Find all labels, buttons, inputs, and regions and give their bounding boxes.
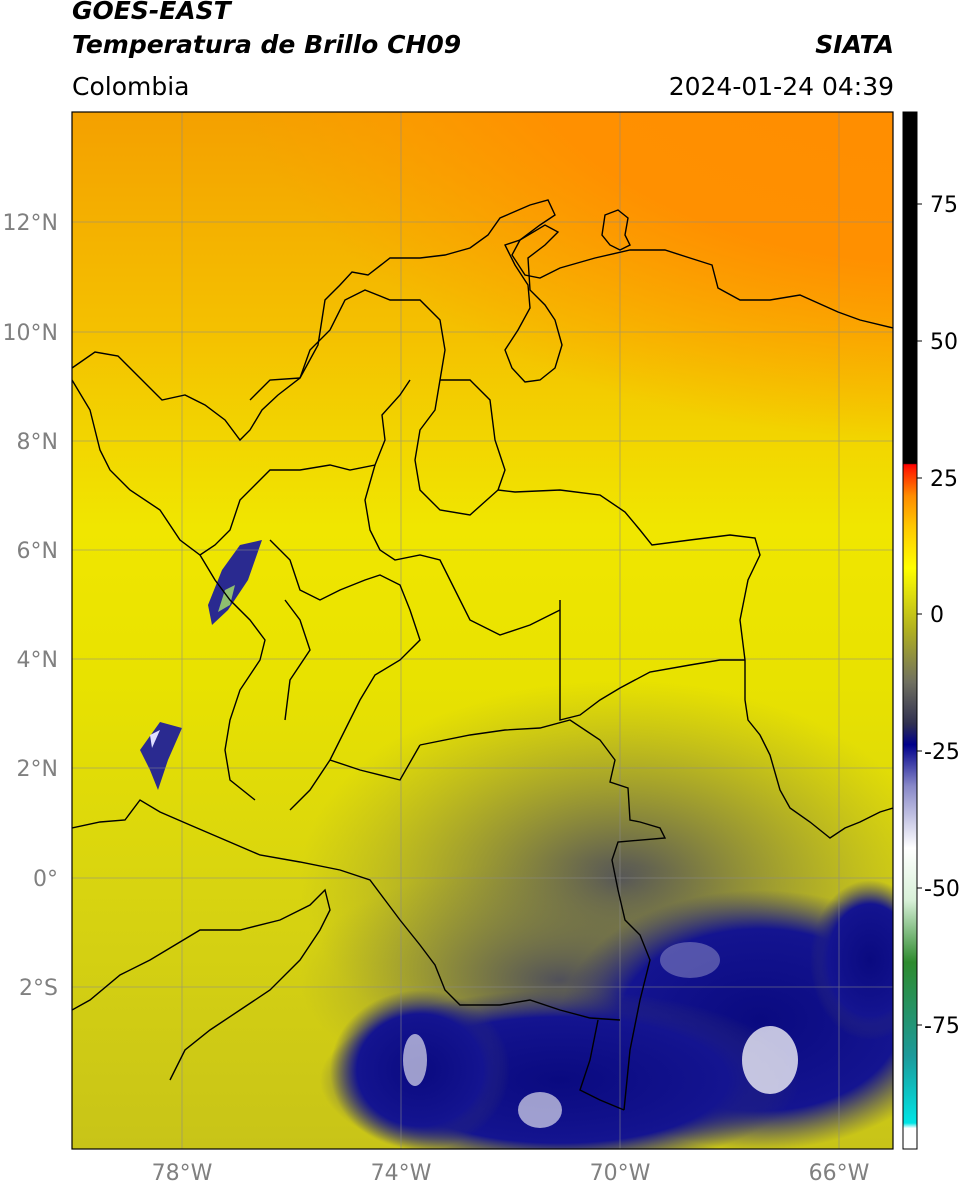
- lat-tick: 6°N: [17, 539, 58, 564]
- colorbar-tick: 25: [930, 467, 958, 492]
- colombia-brazil-border: [419, 719, 667, 1111]
- colombia-venezuela-border: [497, 489, 893, 839]
- map-frame: [71, 111, 894, 1150]
- panama-darien: [72, 379, 411, 556]
- lat-tick: 12°N: [3, 211, 58, 236]
- dept-border-8: [284, 599, 311, 721]
- dept-border-7: [249, 377, 301, 401]
- colorbar: 75 50 25 0 -25 -50 -75: [902, 111, 960, 1150]
- region-label: Colombia: [72, 72, 190, 101]
- dept-border-6: [329, 744, 421, 781]
- datetime-label: 2024-01-24 04:39: [668, 72, 894, 101]
- vichada-border: [559, 600, 745, 721]
- y-axis-ticks: 12°N 10°N 8°N 6°N 4°N 2°N 0° 2°S: [3, 211, 58, 1001]
- peru-coast: [72, 888, 331, 1081]
- product-title: Temperatura de Brillo CH09: [72, 30, 462, 59]
- dept-border-1: [364, 464, 561, 636]
- satellite-image: [72, 112, 893, 1149]
- x-axis-ticks: 78°W 74°W 70°W 66°W: [152, 1161, 870, 1186]
- northern-coast: [72, 199, 893, 442]
- lon-tick: 78°W: [152, 1161, 213, 1186]
- lat-tick: 4°N: [17, 648, 58, 673]
- lat-tick: 10°N: [3, 321, 58, 346]
- colorbar-tick: 50: [930, 330, 958, 355]
- agency-label: SIATA: [815, 30, 894, 59]
- country-borders: [72, 199, 893, 1111]
- satellite-title: GOES-EAST: [72, 0, 231, 25]
- dept-border-4: [299, 289, 499, 516]
- colorbar-tick: 75: [930, 193, 958, 218]
- dept-border-2: [199, 554, 266, 801]
- dept-border-3: [269, 539, 421, 811]
- lon-tick: 66°W: [809, 1161, 870, 1186]
- southern-border: [72, 799, 621, 1021]
- lon-tick: 70°W: [590, 1161, 651, 1186]
- lat-tick: 2°S: [19, 976, 58, 1001]
- lake-maracaibo-outline: [504, 224, 563, 383]
- lat-tick: 2°N: [17, 757, 58, 782]
- leticia-border: [579, 1019, 625, 1111]
- paraguana: [601, 209, 631, 251]
- lon-tick: 74°W: [371, 1161, 432, 1186]
- lat-tick: 0°: [33, 867, 58, 892]
- lat-tick: 8°N: [17, 430, 58, 455]
- colorbar-tick: 0: [930, 603, 944, 628]
- dept-border-5: [440, 379, 506, 491]
- colorbar-tick: -25: [924, 740, 960, 765]
- colorbar-tick: -75: [924, 1014, 960, 1039]
- gridlines: [72, 112, 893, 1149]
- colorbar-tick: -50: [924, 877, 960, 902]
